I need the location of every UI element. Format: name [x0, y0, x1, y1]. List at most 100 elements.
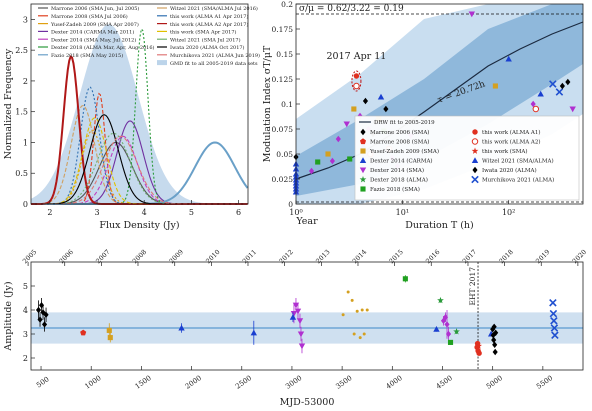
- data-point: [107, 335, 113, 341]
- x-tick-label: 1000: [83, 374, 102, 391]
- data-point: [383, 105, 389, 113]
- data-point: [296, 318, 304, 324]
- data-point: [447, 339, 454, 345]
- year-tick-label: 2019: [534, 248, 551, 265]
- data-point: [353, 82, 360, 90]
- data-point: [402, 276, 408, 282]
- y-tick-label: 1: [23, 138, 28, 147]
- year-tick-label: 2010: [204, 248, 221, 265]
- legend-marker: [471, 138, 479, 145]
- top-axis-label: Year: [295, 216, 318, 227]
- legend-label: this work (ALMA A1 Apr 2017): [170, 13, 248, 20]
- data-point: [505, 55, 512, 62]
- x-tick-label: 500: [35, 375, 51, 389]
- x-axis-label: Duration T (h): [405, 220, 474, 231]
- data-point: [565, 78, 571, 86]
- y-tick-label: 3: [23, 330, 28, 339]
- legend-label: Dexter 2014 (CARMA Mar 2011): [51, 29, 134, 36]
- data-point: [550, 317, 558, 325]
- y-axis-label: Modulation Index σT/μT: [262, 45, 273, 162]
- legend-box: [354, 115, 580, 201]
- data-point: [308, 167, 315, 175]
- x-tick-label: 2500: [234, 374, 253, 391]
- legend-label: Dexter 2014 (SMA): [370, 167, 424, 174]
- year-tick-label: 2011: [241, 248, 258, 265]
- year-tick-label: 2012: [278, 248, 295, 265]
- legend-label: Marrone 2006 (SMA): [370, 129, 429, 136]
- data-point: [35, 306, 42, 314]
- y-tick-label: 0.5: [15, 169, 28, 178]
- y-tick-label: 2.5: [15, 46, 28, 55]
- series-curve: [31, 129, 248, 205]
- year-tick-label: 2008: [131, 248, 148, 265]
- data-point: [40, 309, 46, 316]
- legend-label: Witzel 2021 (SMA/ALMA Jul 2016): [170, 5, 258, 12]
- x-tick-label: 10¹: [396, 208, 409, 217]
- data-point: [360, 308, 364, 312]
- y-tick-label: 1.5: [15, 108, 28, 117]
- year-tick-label: 2020: [571, 248, 588, 265]
- y-tick-label: 0.175: [272, 25, 294, 34]
- y-tick-label: 0.1: [281, 100, 293, 109]
- data-point: [537, 90, 544, 97]
- y-tick-label: 0.125: [272, 75, 294, 84]
- data-point: [290, 311, 298, 317]
- data-point: [329, 157, 335, 165]
- year-tick-label: 2017: [461, 248, 478, 265]
- data-point: [569, 106, 576, 113]
- data-point: [555, 88, 564, 96]
- y-axis-label: Amplitude (Jy): [3, 281, 14, 351]
- y-tick-label: 0.025: [272, 175, 294, 184]
- data-point: [468, 11, 475, 18]
- y-tick-label: 3: [23, 15, 28, 24]
- legend-label: Dexter 2018 (ALMA Mar, Apr, Aug 2016): [51, 44, 155, 51]
- x-tick-label: 3000: [284, 374, 303, 391]
- legend-label: Dexter 2018 (ALMA): [370, 177, 428, 184]
- legend-label: Marrone 2008 (SMA Jul 2006): [51, 13, 128, 20]
- data-point: [358, 336, 362, 340]
- legend-label: Fazio 2018 (SMA May 2015): [51, 52, 123, 59]
- legend-marker: [360, 128, 366, 136]
- legend-marker: [359, 157, 367, 164]
- data-point: [292, 302, 300, 309]
- data-point: [352, 332, 356, 336]
- data-point: [41, 321, 48, 328]
- data-point: [365, 308, 369, 312]
- data-point: [433, 326, 440, 332]
- y-tick-label: 0.15: [276, 50, 293, 59]
- x-tick-label: 6: [236, 208, 241, 217]
- y-tick-label: 0.05: [276, 150, 293, 159]
- x-tick-label: 4000: [385, 374, 404, 391]
- legend-marker: [359, 138, 367, 145]
- data-point: [530, 100, 536, 108]
- x-tick-label: 1500: [134, 374, 153, 391]
- data-point: [549, 299, 557, 307]
- y-tick-label: 0: [23, 200, 28, 209]
- data-point: [353, 73, 360, 79]
- data-point: [43, 311, 49, 318]
- data-point: [289, 314, 297, 320]
- data-point: [350, 298, 354, 302]
- data-point: [250, 329, 258, 336]
- legend-label: Yusef-Zadeh 2009 (SMA): [369, 148, 439, 155]
- y-tick-label: 2: [23, 77, 28, 86]
- data-point: [37, 316, 43, 323]
- legend-label: Iwata 2020 (ALMA Oct 2017): [170, 44, 245, 51]
- data-point: [294, 308, 302, 315]
- drw-fit-curve: [295, 21, 584, 180]
- legend-label: this work (SMA Apr 2017): [170, 29, 236, 36]
- data-point: [444, 321, 450, 328]
- y-tick-label: 4: [23, 306, 28, 315]
- x-tick-label: 3: [94, 208, 99, 217]
- legend-label: Marrone 2006 (SMA Jun, Jul 2005): [51, 5, 139, 12]
- event-label: 2017 Apr 11: [327, 51, 387, 62]
- legend-label: DRW fit to 2005-2019: [374, 120, 435, 126]
- legend-label: Murchikova 2021 (ALMA): [482, 177, 554, 184]
- data-point: [492, 83, 498, 89]
- x-tick-label: 5500: [535, 374, 554, 391]
- data-point: [551, 331, 559, 339]
- data-point: [343, 121, 350, 128]
- x-tick-label: 2000: [184, 374, 203, 391]
- data-point: [492, 348, 498, 356]
